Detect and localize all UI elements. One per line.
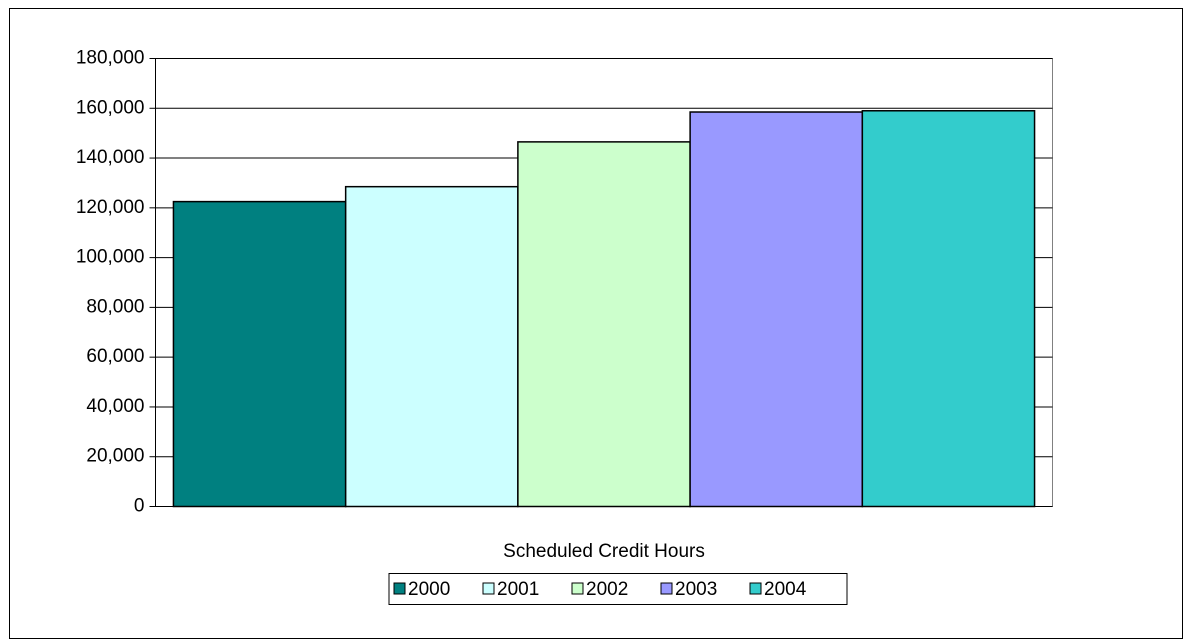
y-tick-label: 160,000 bbox=[76, 97, 145, 118]
y-tick-label: 120,000 bbox=[76, 197, 145, 218]
y-tick-label: 140,000 bbox=[76, 147, 145, 168]
legend-label: 2004 bbox=[764, 579, 807, 600]
y-tick-label: 80,000 bbox=[86, 296, 144, 317]
legend-swatch bbox=[393, 582, 406, 595]
legend-box bbox=[388, 573, 848, 605]
bar bbox=[689, 111, 864, 508]
y-tick-label: 60,000 bbox=[86, 346, 144, 367]
y-tick-label: 100,000 bbox=[76, 247, 145, 268]
y-tick-label: 20,000 bbox=[86, 446, 144, 467]
y-tick-label: 180,000 bbox=[76, 48, 145, 69]
bar bbox=[861, 110, 1036, 508]
bar bbox=[517, 141, 691, 508]
legend-swatch bbox=[660, 582, 673, 595]
legend-swatch bbox=[749, 582, 762, 595]
legend-label: 2002 bbox=[586, 579, 628, 600]
legend-swatch bbox=[482, 582, 495, 595]
bar bbox=[344, 185, 519, 508]
x-tick-label: Scheduled Credit Hours bbox=[503, 541, 705, 562]
legend-label: 2001 bbox=[497, 579, 539, 600]
legend-swatch bbox=[571, 582, 584, 595]
legend-label: 2000 bbox=[408, 579, 450, 600]
legend-label: 2003 bbox=[675, 579, 717, 600]
y-tick-label: 0 bbox=[134, 496, 145, 517]
y-tick-label: 40,000 bbox=[86, 396, 144, 417]
bar bbox=[172, 200, 347, 508]
